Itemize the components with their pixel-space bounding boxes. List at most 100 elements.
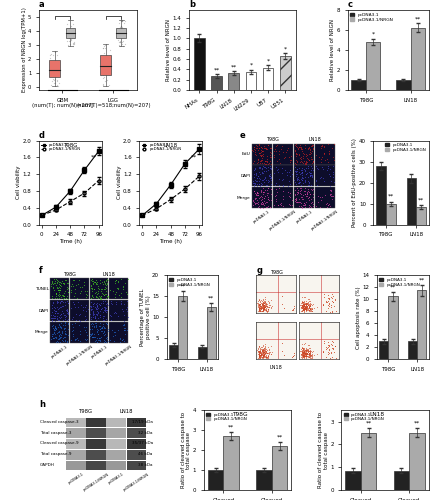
Point (320, 339, 327, 347)
Bar (223, 436, 239, 490)
Point (302, 302, 309, 310)
Bar (408, 342, 417, 359)
Point (257, 354, 264, 362)
Point (116, 38, 123, 46)
Point (255, 301, 262, 309)
Text: pcDNA3.1/NRGN: pcDNA3.1/NRGN (268, 210, 297, 231)
Legend: pcDNA3.1, pcDNA3.1/NRGN: pcDNA3.1, pcDNA3.1/NRGN (41, 142, 81, 152)
Point (257, 348, 264, 356)
Point (257, 300, 264, 308)
Point (310, 304, 317, 312)
Point (301, 346, 308, 354)
Point (257, 299, 264, 307)
Point (278, 300, 285, 308)
Point (385, 103, 392, 111)
Point (265, 352, 271, 360)
Point (301, 348, 308, 356)
Point (326, 348, 333, 356)
Point (299, 344, 306, 352)
Point (298, 293, 305, 301)
Point (119, 16, 126, 24)
Point (265, 350, 272, 358)
Point (69, 39, 76, 47)
Point (291, 302, 297, 310)
Point (54, 77, 61, 85)
Point (255, 303, 262, 311)
Point (299, 344, 306, 351)
Point (302, 346, 309, 354)
Text: **: ** (191, 154, 197, 160)
Point (257, 348, 264, 356)
Point (264, 348, 271, 356)
Bar (407, 178, 417, 224)
Point (307, 304, 314, 312)
Point (255, 303, 262, 311)
Text: LN18: LN18 (103, 272, 115, 277)
Point (257, 352, 264, 360)
Point (261, 302, 268, 310)
Point (326, 294, 333, 302)
Point (306, 354, 313, 362)
Point (255, 352, 262, 360)
Point (260, 352, 267, 360)
Point (307, 306, 314, 314)
Point (255, 342, 262, 350)
Point (260, 306, 267, 314)
Point (259, 346, 266, 354)
Point (300, 350, 307, 358)
Bar (346, 470, 361, 490)
Point (305, 353, 312, 361)
Point (304, 346, 311, 354)
Point (305, 306, 312, 314)
Point (66, 29, 73, 37)
Point (115, 42, 122, 50)
Point (119, 32, 126, 40)
Point (255, 304, 262, 312)
Point (266, 126, 273, 134)
Point (299, 298, 306, 306)
Point (255, 307, 262, 315)
Point (98, 59, 105, 67)
Point (100, 74, 107, 82)
Point (257, 346, 264, 354)
Point (299, 344, 306, 352)
Point (431, 134, 433, 142)
Point (298, 350, 305, 358)
Point (308, 304, 315, 312)
Point (67, 29, 74, 37)
Point (306, 300, 313, 308)
Point (326, 342, 333, 350)
Point (304, 348, 311, 356)
Point (325, 346, 332, 354)
Point (308, 306, 315, 314)
Point (302, 307, 309, 315)
Point (303, 300, 310, 308)
Point (297, 348, 304, 356)
Point (308, 300, 315, 308)
Bar (208, 470, 223, 490)
Point (301, 354, 308, 362)
Text: LN18: LN18 (120, 410, 133, 414)
Point (303, 352, 310, 360)
Point (256, 354, 263, 362)
Point (262, 300, 269, 308)
Point (306, 297, 313, 305)
Point (68, 28, 74, 36)
Point (307, 350, 314, 358)
Point (304, 350, 311, 358)
Point (306, 348, 313, 356)
Point (255, 348, 262, 356)
Point (304, 348, 311, 356)
Point (261, 52, 268, 60)
Text: **: ** (180, 284, 186, 289)
Bar (178, 296, 187, 360)
Point (271, 112, 278, 120)
Text: **: ** (418, 197, 424, 202)
Bar (409, 433, 425, 490)
Point (323, 298, 330, 306)
Point (261, 351, 268, 359)
Point (255, 301, 262, 309)
Point (255, 306, 262, 314)
Point (320, 292, 327, 300)
Point (256, 342, 263, 349)
